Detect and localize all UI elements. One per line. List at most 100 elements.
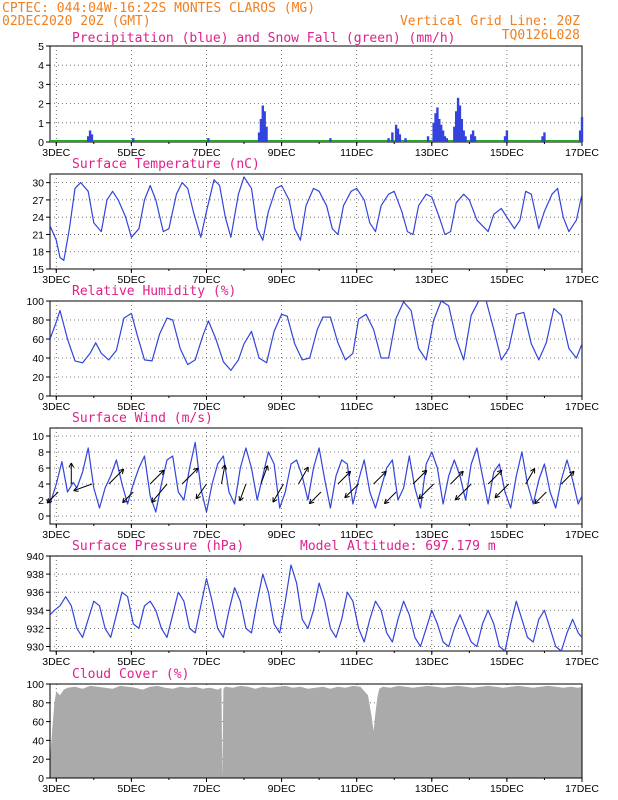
- rh-ytick-label: 40: [32, 353, 44, 365]
- precip-xtick-label: 17DEC: [565, 147, 599, 159]
- precip-bar: [434, 113, 437, 142]
- wind-arrow: [383, 491, 397, 505]
- precip-bar: [207, 138, 210, 142]
- wind-series-line: [50, 441, 582, 513]
- wind-arrow: [108, 468, 125, 485]
- rh-xtick-label: 13DEC: [415, 401, 449, 413]
- wind-xtick-label: 5DEC: [117, 529, 145, 541]
- temp-ytick-label: 24: [32, 212, 44, 224]
- wind-arrow: [221, 464, 227, 485]
- precip-bar: [387, 138, 390, 142]
- wind-arrow: [494, 483, 510, 499]
- pres-xtick-label: 17DEC: [565, 656, 599, 668]
- precip-bar: [541, 136, 544, 142]
- cloud-xtick-label: 11DEC: [340, 783, 373, 795]
- temp-frame: [49, 173, 583, 270]
- wind-arrow: [68, 462, 75, 484]
- cloud-ytick-label: 0: [38, 773, 44, 785]
- header-model: TQ0126L028: [502, 28, 580, 43]
- temp-title: Surface Temperature (nC): [72, 157, 260, 172]
- precip-bar: [391, 132, 394, 142]
- cloud-xtick-label: 17DEC: [565, 783, 599, 795]
- wind-arrow: [238, 483, 247, 502]
- wind-arrow: [373, 470, 387, 485]
- rh-ytick-label: 0: [38, 391, 44, 403]
- pres-ytick-label: 936: [26, 587, 44, 599]
- cloud-frame-top: [49, 683, 583, 779]
- precip-ytick-label: 4: [38, 60, 44, 72]
- rh-title: Relative Humidity (%): [72, 284, 236, 299]
- precip-bar: [426, 136, 430, 142]
- rh-xtick-label: 5DEC: [117, 401, 145, 413]
- precip-bar: [543, 132, 546, 142]
- precip-bar: [439, 124, 443, 142]
- precip-bar: [436, 107, 439, 142]
- wind-arrow: [181, 467, 199, 485]
- rh-ytick-label: 60: [32, 334, 44, 346]
- precip-bar: [263, 111, 266, 142]
- wind-arrow: [195, 483, 207, 500]
- wind-ytick-label: 0: [38, 511, 44, 523]
- temp-xtick-label: 13DEC: [415, 274, 449, 286]
- cloud-xtick-label: 9DEC: [268, 783, 296, 795]
- precip-bar: [132, 138, 135, 142]
- pres-ytick-label: 940: [26, 551, 44, 563]
- precip-bar: [458, 105, 462, 142]
- pres-xtick-label: 11DEC: [340, 656, 373, 668]
- pres-series-line: [50, 564, 582, 651]
- rh-ytick-label: 80: [32, 315, 44, 327]
- cloud-xtick-label: 5DEC: [117, 783, 145, 795]
- wind-arrow: [151, 483, 168, 503]
- wind-arrow: [418, 483, 435, 500]
- wind-xtick-label: 3DEC: [42, 529, 70, 541]
- precip-xtick-label: 9DEC: [268, 147, 296, 159]
- wind-xtick-label: 15DEC: [490, 529, 524, 541]
- header-grid-line: Vertical Grid Line: 20Z: [400, 14, 580, 29]
- precip-bar: [438, 118, 441, 142]
- cloud-title: Cloud Cover (%): [72, 667, 189, 682]
- wind-arrow: [525, 467, 536, 485]
- precip-bar: [265, 126, 268, 142]
- precip-bar: [329, 138, 332, 142]
- pres-frame: [49, 555, 583, 652]
- header-date: 02DEC2020 20Z (GMT): [2, 14, 151, 29]
- precip-panel: Precipitation (blue) and Snow Fall (gree…: [38, 31, 599, 159]
- rh-xtick-label: 3DEC: [42, 401, 70, 413]
- cloud-ytick-label: 60: [32, 717, 44, 729]
- wind-title: Surface Wind (m/s): [72, 411, 213, 426]
- temp-xtick-label: 11DEC: [340, 274, 373, 286]
- rh-ytick-label: 20: [32, 372, 44, 384]
- wind-arrow: [308, 491, 322, 505]
- rh-frame: [49, 300, 583, 397]
- header-location: CPTEC: 044:04W-16:22S MONTES CLAROS (MG): [2, 1, 315, 16]
- wind-ytick-label: 2: [38, 495, 44, 507]
- precip-xtick-label: 13DEC: [415, 147, 449, 159]
- wind-ytick-label: 6: [38, 463, 44, 475]
- precip-bar: [90, 134, 94, 142]
- precip-ytick-label: 1: [38, 118, 44, 130]
- precip-bar: [257, 132, 261, 142]
- wind-xtick-label: 17DEC: [565, 529, 599, 541]
- pres-ytick-label: 934: [26, 605, 44, 617]
- wind-arrow: [298, 466, 309, 485]
- pres-xtick-label: 3DEC: [42, 656, 70, 668]
- temp-xtick-label: 5DEC: [117, 274, 145, 286]
- rh-panel: Relative Humidity (%) 0 20 40 60 80 100 3DEC 5DE…: [26, 284, 599, 413]
- precip-bar: [396, 128, 400, 142]
- temp-series-line: [50, 176, 582, 261]
- wind-arrow: [260, 465, 269, 485]
- precip-xtick-label: 11DEC: [340, 147, 373, 159]
- wind-arrow: [450, 470, 464, 485]
- cloud-ytick-label: 100: [26, 679, 44, 691]
- precip-bar: [471, 130, 475, 142]
- wind-ytick-label: 4: [38, 479, 44, 491]
- pres-xtick-label: 7DEC: [192, 656, 220, 668]
- temp-ytick-label: 15: [32, 264, 44, 276]
- precip-bar: [455, 111, 458, 142]
- rh-xtick-label: 9DEC: [268, 401, 296, 413]
- pres-panel: Surface Pressure (hPa) Model Altitude: 69…: [26, 539, 599, 668]
- precip-bar: [464, 136, 467, 142]
- cloud-xtick-label: 13DEC: [415, 783, 449, 795]
- rh-series-line: [50, 301, 582, 371]
- precip-bar: [473, 136, 477, 142]
